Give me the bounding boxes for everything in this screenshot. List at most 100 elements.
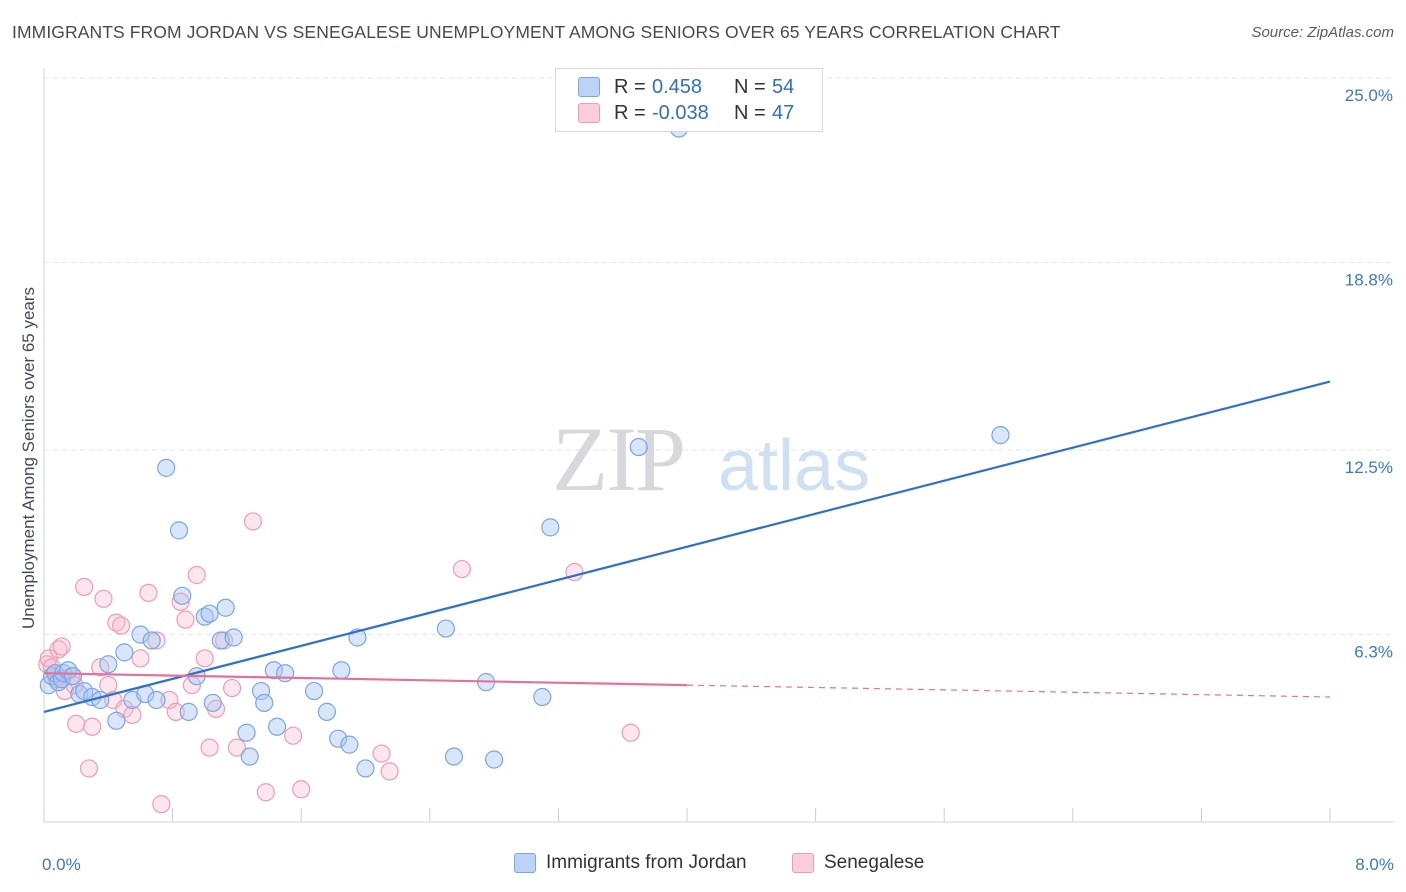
data-point	[222, 678, 242, 698]
data-point	[79, 759, 99, 778]
legend-row-jordan: R = 0.458 N = 54	[578, 75, 794, 99]
data-point	[52, 637, 71, 656]
data-point	[340, 735, 359, 754]
legend-swatch-jordan	[578, 77, 600, 97]
legend-r-label: R =	[614, 75, 646, 98]
data-point	[131, 649, 150, 668]
data-point	[176, 610, 195, 629]
data-point	[255, 693, 274, 713]
data-point	[94, 589, 113, 608]
series-legend: Immigrants from Jordan Senegalese	[0, 852, 1406, 878]
data-point	[107, 613, 126, 632]
data-point	[267, 717, 287, 736]
legend-n-value: 47	[772, 101, 795, 124]
data-point	[256, 783, 275, 802]
data-point	[152, 795, 171, 814]
data-point	[52, 670, 71, 689]
y-axis-title: Unemployment Among Seniors over 65 years	[19, 287, 38, 629]
data-point	[533, 687, 552, 707]
legend-r-label: R =	[614, 101, 646, 124]
x-tick-label-min: 0.0%	[42, 855, 81, 874]
legend-label-senegalese: Senegalese	[824, 852, 925, 873]
data-point	[227, 738, 246, 757]
data-point	[237, 723, 256, 742]
data-point	[67, 714, 86, 733]
data-point	[444, 747, 464, 766]
watermark: ZIP atlas	[552, 408, 870, 510]
legend-item-jordan[interactable]: Immigrants from Jordan	[514, 852, 747, 874]
data-point	[452, 559, 472, 579]
data-point	[166, 702, 185, 721]
y-tick-labels: 6.3% 12.5% 18.8% 25.0%	[1345, 86, 1393, 662]
data-point	[251, 681, 271, 701]
data-point	[292, 780, 311, 799]
data-point	[49, 640, 68, 659]
trend-line	[43, 672, 688, 687]
data-point	[243, 512, 263, 531]
legend-r-value: -0.038	[652, 101, 709, 124]
trend-lines	[43, 380, 1331, 713]
data-point	[107, 711, 126, 730]
watermark-atlas: atlas	[718, 426, 870, 506]
data-point	[187, 565, 206, 585]
data-point	[329, 729, 348, 748]
watermark-zip: ZIP	[552, 408, 684, 510]
data-point	[276, 664, 295, 683]
data-point	[139, 583, 158, 602]
legend-n-label: N =	[734, 101, 766, 124]
chart-title: IMMIGRANTS FROM JORDAN VS SENEGALESE UNE…	[12, 22, 1061, 42]
data-point	[195, 607, 214, 626]
y-tick-label: 12.5%	[1345, 458, 1393, 477]
data-point	[380, 762, 399, 781]
data-point	[147, 690, 166, 710]
data-point	[131, 625, 150, 644]
data-point	[83, 717, 102, 736]
data-point	[142, 631, 161, 650]
x-tick-label-max: 8.0%	[1355, 855, 1394, 874]
data-point	[179, 702, 198, 721]
data-point	[284, 726, 303, 745]
data-point	[216, 598, 235, 617]
legend-swatch-senegalese	[578, 103, 600, 123]
legend-r-value: 0.458	[652, 75, 703, 98]
data-point	[485, 750, 504, 769]
data-point	[991, 426, 1010, 445]
grid-lines	[44, 77, 1394, 636]
legend-n-label: N =	[734, 75, 766, 98]
trend-line-extension	[686, 684, 1331, 698]
legend-swatch-senegalese	[792, 853, 814, 873]
data-point	[317, 702, 337, 721]
data-point	[157, 458, 176, 477]
data-point	[200, 604, 219, 623]
data-point	[332, 661, 351, 680]
series-senegalese	[38, 512, 640, 814]
data-point	[541, 518, 560, 537]
data-point	[99, 655, 118, 674]
data-point	[171, 592, 190, 611]
data-point	[304, 681, 324, 701]
data-point	[203, 693, 222, 713]
data-point	[147, 631, 166, 650]
legend-swatch-jordan	[514, 853, 536, 873]
legend-n-value: 54	[772, 75, 795, 98]
y-tick-label: 18.8%	[1345, 271, 1393, 290]
data-point	[224, 628, 243, 647]
data-point	[621, 723, 640, 742]
data-point	[264, 661, 283, 680]
data-point	[75, 577, 94, 596]
y-tick-label: 25.0%	[1345, 86, 1393, 105]
data-point	[112, 616, 131, 635]
data-point	[173, 586, 192, 605]
y-tick-label: 6.3%	[1354, 643, 1393, 662]
axes	[43, 68, 1394, 823]
legend-label-jordan: Immigrants from Jordan	[546, 852, 747, 873]
data-point	[115, 643, 134, 662]
data-point	[436, 619, 455, 638]
data-point	[629, 437, 648, 457]
data-point	[356, 759, 375, 778]
data-point	[200, 738, 219, 757]
legend-item-senegalese[interactable]: Senegalese	[792, 852, 924, 874]
source-label: Source: ZipAtlas.com	[1251, 24, 1394, 41]
data-point	[63, 667, 83, 686]
